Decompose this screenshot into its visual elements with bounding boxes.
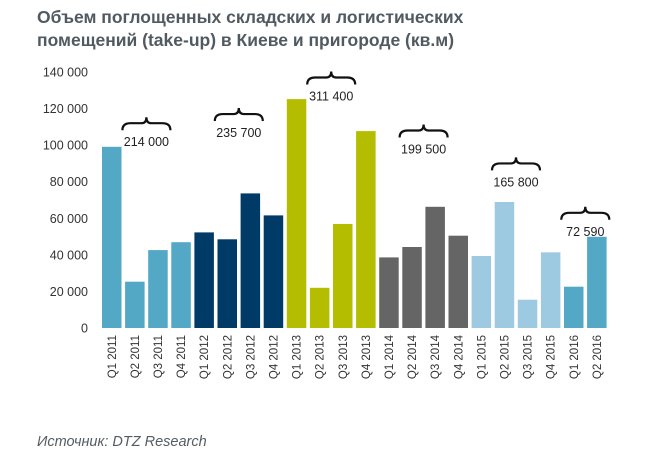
bar-q2-2012 — [217, 239, 237, 328]
year-total-annotations: 214 000 235 700 311 400 199 500 165 800 72 59… — [121, 71, 611, 239]
year-total-label-2016: 72 590 — [566, 225, 604, 239]
bar-q1-2014 — [379, 257, 399, 328]
bar-q4-2011 — [171, 242, 191, 328]
chart-title: Объем поглощенных складских и логистичес… — [37, 6, 463, 52]
x-tick-label: Q1 2011 — [107, 335, 119, 378]
bar-q3-2012 — [240, 193, 261, 328]
brace-2014 — [398, 124, 449, 138]
bar-q3-2014 — [425, 206, 445, 328]
bar-q2-2013 — [309, 287, 330, 328]
bar-q4-2014 — [448, 235, 468, 328]
x-tick-label: Q2 2012 — [222, 335, 234, 379]
bar-q2-2014 — [402, 247, 422, 328]
bars — [102, 99, 607, 328]
bar-q1-2015 — [471, 256, 492, 328]
brace-2015 — [490, 157, 542, 171]
brace-2016 — [560, 206, 611, 220]
chart-title-line-1: Объем поглощенных складских и логистичес… — [37, 7, 464, 27]
bar-q1-2013 — [286, 99, 307, 328]
brace-2011 — [121, 117, 172, 131]
bar-q2-2015 — [494, 202, 515, 328]
chart-title-line-2: помещений (take-up) в Киеве и пригороде … — [37, 30, 455, 50]
x-tick-label: Q3 2012 — [245, 335, 257, 379]
year-total-label-2015: 165 800 — [493, 175, 538, 189]
y-tick-label: 60 000 — [50, 212, 88, 226]
x-tick-label: Q1 2015 — [476, 335, 488, 379]
source-note: Источник: DTZ Research — [37, 434, 207, 450]
x-tick-label: Q4 2011 — [176, 335, 188, 378]
bar-q3-2013 — [333, 224, 353, 328]
y-tick-label: 140 000 — [43, 66, 88, 80]
x-tick-label: Q3 2014 — [430, 334, 442, 379]
x-tick-label: Q1 2016 — [569, 335, 581, 379]
x-tick-label: Q3 2011 — [153, 335, 165, 378]
x-tick-label: Q2 2015 — [500, 335, 512, 379]
bar-q1-2016 — [564, 286, 584, 328]
bar-q3-2011 — [148, 250, 168, 328]
bar-q2-2011 — [125, 281, 145, 328]
x-tick-label: Q3 2013 — [338, 335, 350, 379]
y-axis: 0 20 000 40 000 60 000 80 000 100 000 120 000 1… — [43, 66, 88, 336]
x-tick-label: Q1 2012 — [199, 335, 211, 379]
x-tick-label: Q1 2014 — [384, 334, 396, 379]
bar-q3-2015 — [517, 299, 538, 328]
x-tick-label: Q2 2013 — [315, 335, 327, 379]
brace-2012 — [213, 108, 264, 122]
x-tick-label: Q4 2015 — [546, 335, 558, 379]
year-total-label-2012: 235 700 — [216, 126, 261, 140]
x-tick-label: Q4 2014 — [453, 334, 465, 379]
x-tick-label: Q3 2015 — [523, 335, 535, 379]
bar-q1-2011 — [102, 146, 122, 328]
y-tick-label: 100 000 — [43, 139, 88, 153]
x-tick-label: Q2 2014 — [407, 334, 419, 379]
y-tick-label: 0 — [81, 322, 88, 336]
x-tick-label: Q2 2016 — [592, 335, 604, 379]
bar-q4-2015 — [540, 252, 561, 328]
y-tick-label: 80 000 — [50, 175, 88, 189]
x-tick-label: Q1 2013 — [292, 335, 304, 379]
y-tick-label: 20 000 — [50, 285, 88, 299]
year-total-label-2014: 199 500 — [401, 143, 446, 157]
year-total-label-2011: 214 000 — [124, 135, 169, 149]
brace-2013 — [306, 71, 357, 85]
x-tick-label: Q2 2011 — [130, 335, 142, 378]
y-tick-label: 120 000 — [43, 102, 88, 116]
bar-q1-2012 — [194, 232, 214, 328]
year-total-label-2013: 311 400 — [309, 90, 353, 104]
y-tick-label: 40 000 — [50, 248, 88, 262]
bar-q2-2016 — [587, 236, 607, 328]
x-tick-label: Q4 2013 — [361, 335, 373, 379]
bar-q4-2013 — [356, 131, 376, 328]
x-axis: Q1 2011 Q2 2011 Q3 2011 Q4 2011 Q1 2012 Q2 20… — [107, 334, 604, 379]
x-tick-label: Q4 2012 — [269, 335, 281, 379]
bar-q4-2012 — [263, 215, 284, 328]
